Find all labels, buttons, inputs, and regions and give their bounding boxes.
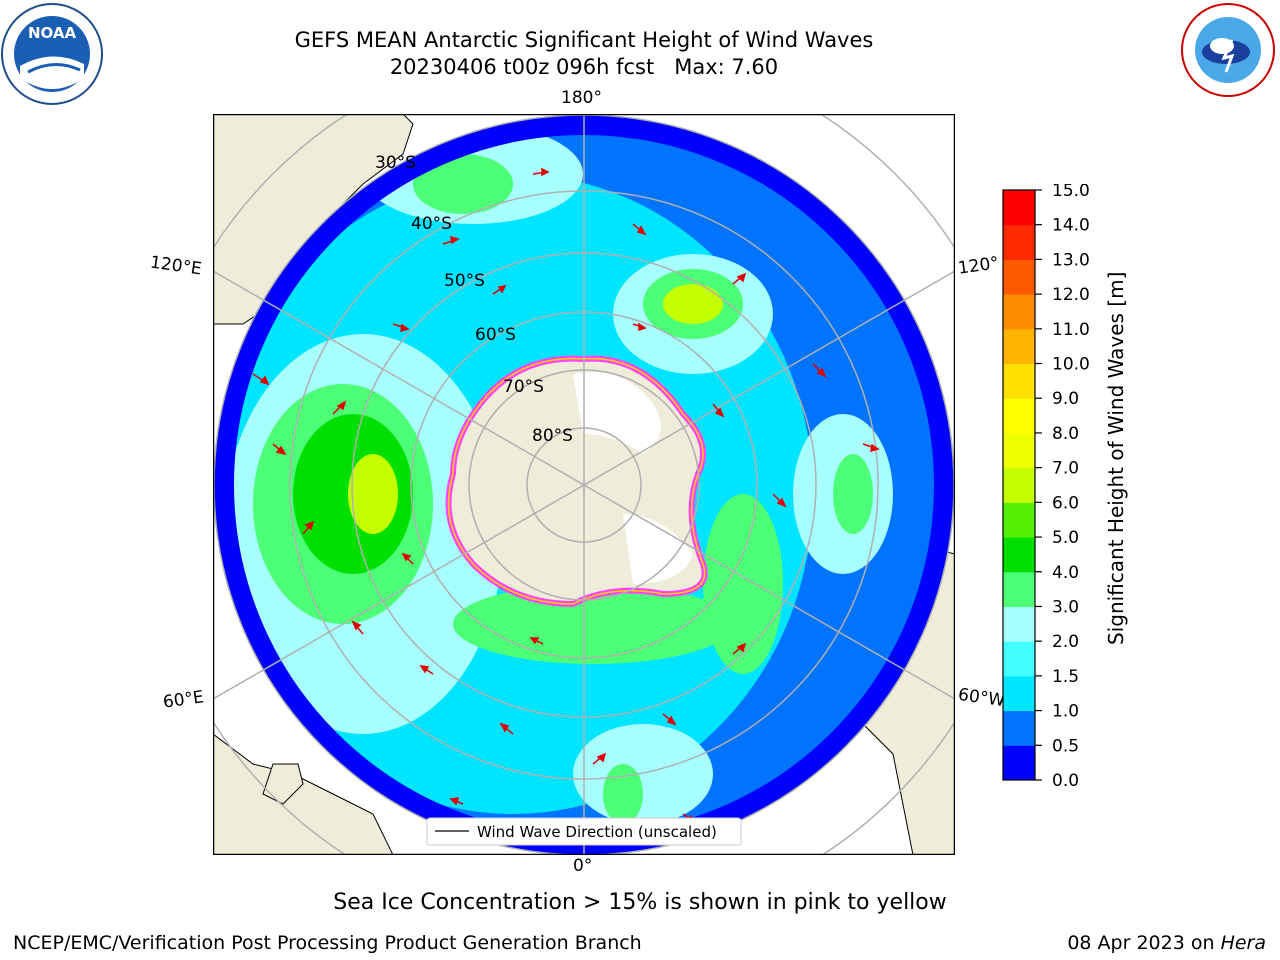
colorbar-tick-label: 0.0 bbox=[1052, 771, 1079, 789]
colorbar-tick-label: 5.0 bbox=[1052, 528, 1079, 548]
chart-title: GEFS MEAN Antarctic Significant Height o… bbox=[294, 28, 874, 52]
lon-label-0: 0° bbox=[573, 856, 593, 876]
colorbar-segment bbox=[1003, 710, 1035, 746]
colorbar-segment bbox=[1003, 502, 1035, 538]
colorbar: 0.0 0.5 1.0 1.5 2.0 3.0 4.0 5.0 6.0 7.0 8.0 9.0 10.0… bbox=[1002, 184, 1090, 789]
colorbar-tick-label: 1.5 bbox=[1052, 667, 1079, 687]
noaa-logo: NOAA bbox=[1, 3, 103, 105]
colorbar-segment bbox=[1003, 294, 1035, 330]
footer-machine: Hera bbox=[1220, 932, 1266, 954]
colorbar-segment bbox=[1003, 259, 1035, 295]
colorbar-segment bbox=[1003, 398, 1035, 434]
sea-ice-note: Sea Ice Concentration > 15% is shown in … bbox=[333, 890, 947, 915]
footer-credit: NCEP/EMC/Verification Post Processing Pr… bbox=[13, 932, 642, 954]
colorbar-tick-label: 0.5 bbox=[1052, 736, 1079, 756]
colorbar-tick-label: 6.0 bbox=[1052, 493, 1079, 513]
colorbar-tick-label: 13.0 bbox=[1052, 250, 1090, 270]
colorbar-segment bbox=[1003, 641, 1035, 677]
colorbar-segments bbox=[1003, 190, 1035, 781]
map-legend bbox=[426, 817, 742, 846]
lon-label-120e: 120°E bbox=[148, 252, 203, 280]
colorbar-segment bbox=[1003, 328, 1035, 365]
colorbar-segment bbox=[1003, 745, 1035, 781]
colorbar-ticks: 0.0 0.5 1.0 1.5 2.0 3.0 4.0 5.0 6.0 7.0 8.0 9.0 10.0… bbox=[1035, 184, 1090, 789]
lat-label-70s: 70°S bbox=[503, 377, 544, 397]
colorbar-tick-label: 3.0 bbox=[1052, 597, 1079, 617]
colorbar-tick-label: 4.0 bbox=[1052, 563, 1079, 583]
colorbar-segment bbox=[1003, 432, 1035, 469]
ice-shelf bbox=[573, 372, 661, 454]
colorbar-segment bbox=[1003, 675, 1035, 712]
lat-label-80s: 80°S bbox=[532, 426, 573, 446]
footer-date: 08 Apr 2023 on Hera bbox=[1067, 932, 1266, 954]
map-frame bbox=[213, 114, 955, 855]
legend-label: Wind Wave Direction (unscaled) bbox=[477, 823, 717, 841]
colorbar-tick-label: 8.0 bbox=[1052, 424, 1079, 444]
colorbar-segment bbox=[1003, 537, 1035, 573]
lat-label-40s: 40°S bbox=[411, 214, 452, 234]
map-panel: 30°S 40°S 50°S 60°S 70°S 80°S Wind Wave … bbox=[213, 114, 955, 855]
footer-date-text: 08 Apr 2023 on bbox=[1067, 932, 1221, 954]
colorbar-tick-label: 10.0 bbox=[1052, 355, 1090, 375]
colorbar-tick-label: 9.0 bbox=[1052, 389, 1079, 409]
chart-subtitle: 20230406 t00z 096h fcst Max: 7.60 bbox=[389, 55, 779, 79]
sea-ice-edge bbox=[447, 357, 706, 605]
colorbar-segment bbox=[1003, 224, 1035, 260]
colorbar-tick-label: 2.0 bbox=[1052, 632, 1079, 652]
colorbar-segment bbox=[1003, 363, 1035, 399]
lon-label-120w: 120° bbox=[956, 253, 1001, 279]
wind-arrows bbox=[252, 167, 880, 823]
nws-logo bbox=[1181, 3, 1275, 97]
colorbar-segment bbox=[1003, 190, 1035, 226]
lon-label-60e: 60°E bbox=[161, 687, 206, 713]
lon-label-180: 180° bbox=[561, 88, 602, 108]
colorbar-segment bbox=[1003, 467, 1035, 503]
lat-label-50s: 50°S bbox=[444, 271, 485, 291]
noaa-logo-text: NOAA bbox=[28, 24, 77, 42]
lat-label-60s: 60°S bbox=[475, 325, 516, 345]
colorbar-tick-label: 7.0 bbox=[1052, 459, 1079, 479]
lon-label-60w: 60°W bbox=[956, 684, 1007, 712]
colorbar-tick-label: 12.0 bbox=[1052, 285, 1090, 305]
colorbar-tick-label: 11.0 bbox=[1052, 320, 1090, 340]
colorbar-tick-label: 1.0 bbox=[1052, 702, 1079, 722]
colorbar-segment bbox=[1003, 606, 1035, 642]
lat-label-30s: 30°S bbox=[375, 153, 416, 173]
colorbar-segment bbox=[1003, 571, 1035, 607]
colorbar-tick-label: 14.0 bbox=[1052, 216, 1090, 236]
colorbar-tick-label: 15.0 bbox=[1052, 184, 1090, 201]
africa-land bbox=[213, 733, 394, 855]
colorbar-label: Significant Height of Wind Waves [m] bbox=[1104, 271, 1128, 645]
